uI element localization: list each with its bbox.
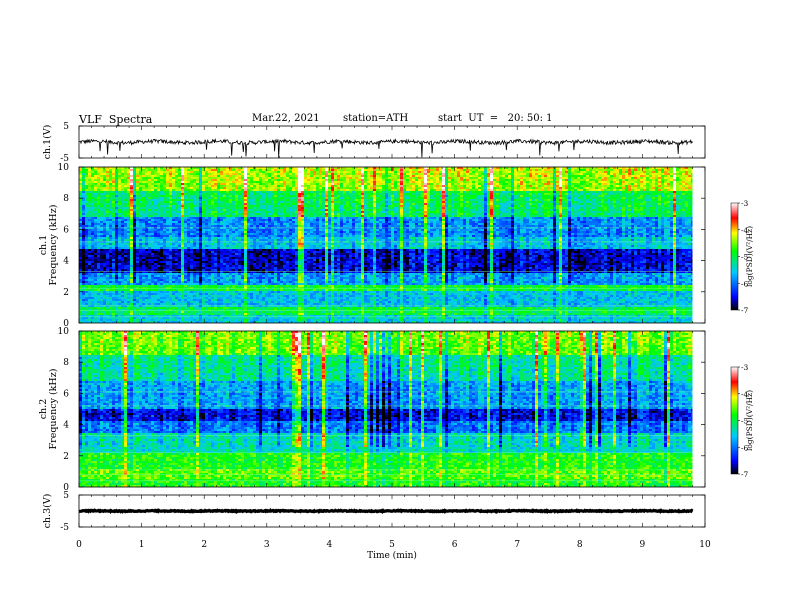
ch1-spectrogram-colorbar-tick: -3 [741, 199, 749, 208]
ch1-spectrogram-ytick-label: 2 [63, 288, 69, 298]
time-tick-label: 7 [514, 540, 520, 550]
ch1-spectrogram-ytick-label: 10 [58, 163, 70, 173]
ch2-spectrogram-colorbar-tick: -3 [741, 363, 749, 372]
ch1-spectrogram-colorbar-tick: -7 [741, 306, 749, 315]
ch1-waveform-ytick-label: 5 [63, 122, 69, 132]
ch1-spectrogram-ytick-label: 6 [63, 225, 69, 235]
ch2-spectrogram-ytick-label: 10 [58, 327, 70, 337]
time-tick-label: 0 [76, 540, 82, 550]
time-axis: 0 1 2 3 4 5 6 7 8 9 10 Time (min) [76, 540, 711, 561]
ch2-spectrogram-colorbar-label: log(PSD)(V²/Hz) [745, 390, 754, 451]
ch1-spectrogram-image [79, 167, 694, 323]
ch1-spectrogram-colorbar-label: log(PSD)(V²/Hz) [745, 226, 754, 287]
ch1-spectrogram-ylabel: Frequency (kHz) [48, 205, 59, 286]
ch3-waveform-trace [79, 510, 693, 511]
time-tick-label: 6 [452, 540, 458, 550]
ch3-waveform-ytick-label: 5 [63, 491, 69, 501]
time-tick-label: 9 [640, 540, 646, 550]
ch2-spectrogram-ylabel: Frequency (kHz) [48, 369, 59, 450]
ch1-waveform-ylabel: ch.1(V) [42, 125, 53, 160]
ch2-spectrogram-ytick-label: 4 [63, 421, 69, 431]
time-tick-label: 4 [327, 540, 333, 550]
ch2-spectrogram-ytick-label: 2 [63, 452, 69, 462]
ch1-waveform-panel: 5-5ch.1(V) [42, 122, 705, 164]
ch3-waveform-panel: 5 -5 ch.3(V) [42, 491, 705, 533]
time-axis-label: Time (min) [367, 550, 417, 561]
ch2-spectrogram-ytick-label: 6 [63, 389, 69, 399]
time-tick-label: 3 [264, 540, 270, 550]
time-tick-label: 5 [389, 540, 395, 550]
ch2-spectrogram-colorbar [731, 367, 738, 474]
ch1-spectrogram-ytick-label: 8 [63, 194, 69, 204]
time-tick-label: 8 [577, 540, 583, 550]
ch2-spectrogram-colorbar-tick: -7 [741, 470, 749, 479]
ch1-spectrogram-colorbar [731, 203, 738, 310]
ch1-waveform-trace [79, 139, 693, 157]
vlf-spectra-figure: VLF Spectra Mar.22, 2021 station=ATH sta… [0, 0, 792, 612]
ch1-spectrogram-ytick-label: 4 [63, 257, 69, 267]
time-tick-label: 2 [201, 540, 207, 550]
time-tick-label: 10 [699, 540, 711, 550]
plot-area: 5-5ch.1(V) 0246810ch.1 Frequency (kHz)-3-… [0, 0, 792, 612]
ch3-waveform-ylabel: ch.3(V) [42, 494, 53, 529]
ch2-spectrogram-ytick-label: 8 [63, 358, 69, 368]
time-tick-label: 1 [139, 540, 145, 550]
ch3-waveform-ytick-label: -5 [60, 523, 69, 533]
ch2-spectrogram-image [79, 331, 694, 487]
